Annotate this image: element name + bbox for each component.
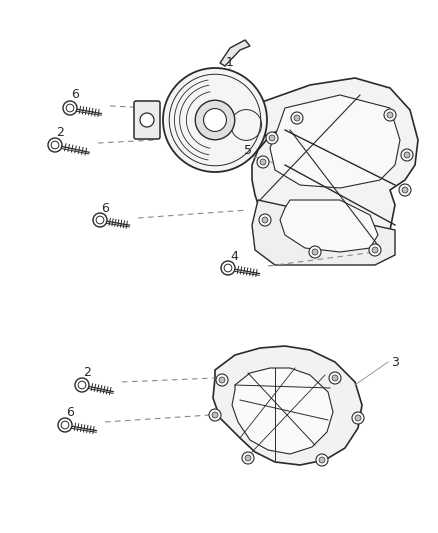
Circle shape bbox=[93, 213, 107, 227]
Text: 2: 2 bbox=[56, 125, 64, 139]
Circle shape bbox=[216, 374, 228, 386]
Text: 6: 6 bbox=[66, 407, 74, 419]
Circle shape bbox=[221, 261, 235, 275]
Circle shape bbox=[269, 135, 275, 141]
Circle shape bbox=[209, 409, 221, 421]
Circle shape bbox=[58, 418, 72, 432]
Polygon shape bbox=[270, 95, 400, 188]
Circle shape bbox=[355, 415, 361, 421]
Circle shape bbox=[163, 68, 267, 172]
Circle shape bbox=[404, 152, 410, 158]
Circle shape bbox=[352, 412, 364, 424]
Polygon shape bbox=[280, 200, 378, 252]
Text: 5: 5 bbox=[244, 143, 252, 157]
Circle shape bbox=[242, 452, 254, 464]
Polygon shape bbox=[220, 40, 250, 66]
Circle shape bbox=[309, 246, 321, 258]
Circle shape bbox=[319, 457, 325, 463]
Circle shape bbox=[266, 132, 278, 144]
Circle shape bbox=[387, 112, 393, 118]
Circle shape bbox=[369, 244, 381, 256]
Polygon shape bbox=[252, 78, 418, 255]
Circle shape bbox=[218, 97, 274, 153]
Polygon shape bbox=[252, 200, 395, 265]
Circle shape bbox=[372, 247, 378, 253]
Circle shape bbox=[384, 109, 396, 121]
Text: 3: 3 bbox=[391, 356, 399, 368]
FancyBboxPatch shape bbox=[134, 101, 160, 139]
Circle shape bbox=[316, 454, 328, 466]
Circle shape bbox=[401, 149, 413, 161]
Polygon shape bbox=[213, 346, 362, 465]
Circle shape bbox=[63, 101, 77, 115]
Circle shape bbox=[294, 115, 300, 121]
Circle shape bbox=[219, 377, 225, 383]
Circle shape bbox=[312, 249, 318, 255]
Circle shape bbox=[329, 372, 341, 384]
Circle shape bbox=[399, 184, 411, 196]
Circle shape bbox=[195, 100, 235, 140]
Text: 6: 6 bbox=[71, 88, 79, 101]
Text: 1: 1 bbox=[226, 55, 234, 69]
Circle shape bbox=[260, 159, 266, 165]
Circle shape bbox=[204, 109, 226, 132]
Text: 2: 2 bbox=[83, 366, 91, 378]
Circle shape bbox=[245, 455, 251, 461]
Circle shape bbox=[48, 138, 62, 152]
Circle shape bbox=[291, 112, 303, 124]
Circle shape bbox=[257, 156, 269, 168]
Circle shape bbox=[212, 412, 218, 418]
Circle shape bbox=[140, 113, 154, 127]
Polygon shape bbox=[232, 368, 333, 454]
Circle shape bbox=[332, 375, 338, 381]
Text: 4: 4 bbox=[230, 249, 238, 262]
Circle shape bbox=[402, 187, 408, 193]
Circle shape bbox=[75, 378, 89, 392]
Circle shape bbox=[259, 214, 271, 226]
Text: 6: 6 bbox=[101, 201, 109, 214]
Circle shape bbox=[262, 217, 268, 223]
